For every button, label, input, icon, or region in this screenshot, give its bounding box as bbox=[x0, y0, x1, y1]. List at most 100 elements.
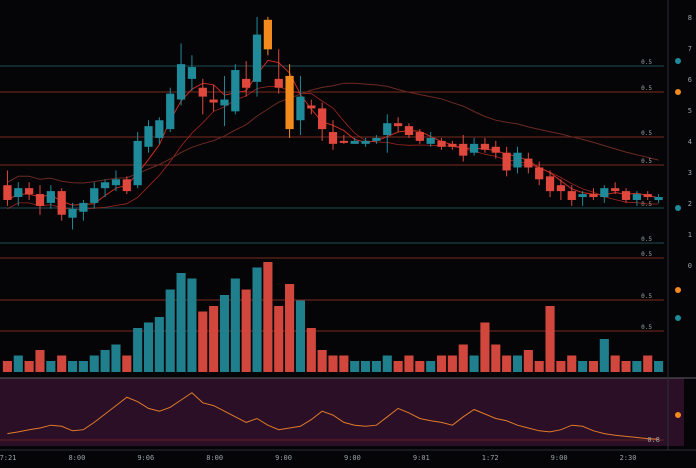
candlestick[interactable] bbox=[556, 185, 566, 192]
candlestick[interactable] bbox=[133, 140, 142, 186]
candlestick[interactable] bbox=[350, 140, 359, 144]
time-axis-tick: 1:72 bbox=[482, 454, 499, 462]
candlestick[interactable] bbox=[524, 158, 533, 168]
candlestick[interactable] bbox=[491, 146, 500, 153]
price-axis-marker bbox=[675, 58, 681, 64]
time-axis-tick: 2:30 bbox=[620, 454, 637, 462]
volume-bar bbox=[393, 361, 403, 372]
candlestick[interactable] bbox=[535, 167, 544, 180]
candlestick[interactable] bbox=[621, 191, 631, 200]
volume-bar bbox=[545, 306, 555, 372]
candlestick[interactable] bbox=[220, 99, 229, 106]
volume-bar bbox=[263, 262, 273, 372]
candlestick[interactable] bbox=[448, 143, 457, 147]
price-axis-tick: 7 bbox=[688, 45, 692, 53]
volume-bar bbox=[187, 278, 197, 372]
candlestick[interactable] bbox=[209, 99, 218, 103]
candlestick[interactable] bbox=[361, 140, 370, 144]
price-level-label: 0.5 bbox=[641, 130, 652, 137]
volume-bar bbox=[491, 344, 501, 372]
price-axis-marker bbox=[675, 287, 681, 293]
candlestick[interactable] bbox=[176, 64, 186, 100]
volume-bar bbox=[78, 361, 88, 372]
volume-bar bbox=[46, 361, 56, 372]
price-axis-marker bbox=[675, 205, 681, 211]
candlestick[interactable] bbox=[122, 179, 131, 192]
candlestick[interactable] bbox=[643, 194, 652, 198]
candlestick[interactable] bbox=[415, 132, 424, 141]
candlestick[interactable] bbox=[404, 126, 414, 135]
volume-bar bbox=[523, 350, 533, 372]
candlestick[interactable] bbox=[285, 75, 294, 130]
candlestick[interactable] bbox=[144, 126, 153, 147]
candlestick[interactable] bbox=[600, 188, 609, 198]
candlestick[interactable] bbox=[155, 120, 164, 138]
volume-bar bbox=[339, 355, 349, 372]
candlestick[interactable] bbox=[100, 182, 110, 189]
candlestick[interactable] bbox=[437, 140, 446, 147]
candlestick[interactable] bbox=[372, 137, 381, 141]
candlestick[interactable] bbox=[68, 208, 77, 218]
candlestick[interactable] bbox=[502, 152, 511, 171]
candlestick[interactable] bbox=[79, 202, 88, 212]
oscillator-panel bbox=[0, 378, 684, 446]
candlestick[interactable] bbox=[459, 143, 468, 156]
price-axis-tick: 4 bbox=[688, 138, 692, 146]
volume-bar bbox=[599, 339, 609, 372]
candlestick[interactable] bbox=[198, 87, 207, 97]
volume-bar bbox=[632, 361, 642, 372]
candlestick[interactable] bbox=[513, 152, 522, 168]
candlestick[interactable] bbox=[252, 34, 262, 82]
candlestick[interactable] bbox=[274, 78, 283, 88]
oscillator-line bbox=[7, 392, 659, 440]
candlestick[interactable] bbox=[57, 191, 66, 215]
candlestick[interactable] bbox=[383, 123, 392, 135]
oscillator-axis-marker bbox=[675, 412, 681, 418]
price-level-label: 0.5 bbox=[641, 324, 652, 331]
candlestick[interactable] bbox=[187, 67, 197, 79]
price-axis-tick: 5 bbox=[688, 107, 692, 115]
volume-bar bbox=[654, 361, 664, 372]
candlestick[interactable] bbox=[166, 93, 175, 130]
candlestick[interactable] bbox=[318, 108, 327, 130]
candlestick[interactable] bbox=[46, 191, 55, 203]
price-axis-marker bbox=[675, 315, 681, 321]
candlestick[interactable] bbox=[611, 188, 620, 192]
candlestick[interactable] bbox=[654, 197, 663, 200]
volume-bar bbox=[165, 289, 175, 372]
candlestick[interactable] bbox=[231, 70, 240, 112]
candlestick[interactable] bbox=[263, 19, 273, 50]
candlestick[interactable] bbox=[307, 105, 316, 109]
volume-bar bbox=[436, 355, 447, 372]
volume-bar bbox=[176, 273, 186, 372]
candlestick[interactable] bbox=[578, 194, 587, 198]
candlestick[interactable] bbox=[589, 194, 598, 198]
candlestick[interactable] bbox=[14, 188, 23, 198]
candlestick[interactable] bbox=[632, 194, 641, 200]
price-axis-tick: 0 bbox=[688, 262, 692, 270]
volume-bar bbox=[360, 361, 371, 372]
volume-bar bbox=[219, 295, 230, 372]
volume-bar bbox=[89, 355, 99, 372]
candlestick[interactable] bbox=[111, 179, 121, 186]
candlestick[interactable] bbox=[296, 96, 305, 121]
candlestick[interactable] bbox=[545, 176, 555, 192]
candlestick[interactable] bbox=[469, 143, 479, 153]
candlestick[interactable] bbox=[35, 194, 45, 206]
price-axis-tick: 1 bbox=[688, 231, 692, 239]
candlestick[interactable] bbox=[3, 185, 12, 200]
candlestick[interactable] bbox=[25, 188, 34, 195]
volume-bar bbox=[512, 355, 523, 372]
candlestick[interactable] bbox=[339, 140, 348, 143]
candlestick[interactable] bbox=[242, 78, 251, 88]
candlestick[interactable] bbox=[426, 137, 435, 144]
candlestick[interactable] bbox=[328, 132, 338, 144]
candlestick[interactable] bbox=[567, 191, 576, 200]
volume-bar bbox=[274, 306, 284, 372]
candlestick[interactable] bbox=[480, 143, 490, 150]
candlestick[interactable] bbox=[393, 123, 403, 127]
volume-bar bbox=[415, 361, 425, 372]
candlestick[interactable] bbox=[90, 188, 99, 203]
